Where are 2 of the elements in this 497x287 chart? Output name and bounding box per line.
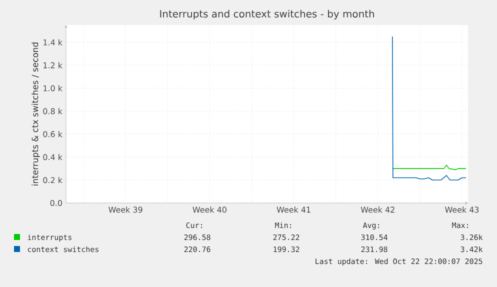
chart-title: Interrupts and context switches - by month — [160, 10, 374, 20]
y-axis-title: interrupts & ctx switches / second — [32, 42, 40, 186]
